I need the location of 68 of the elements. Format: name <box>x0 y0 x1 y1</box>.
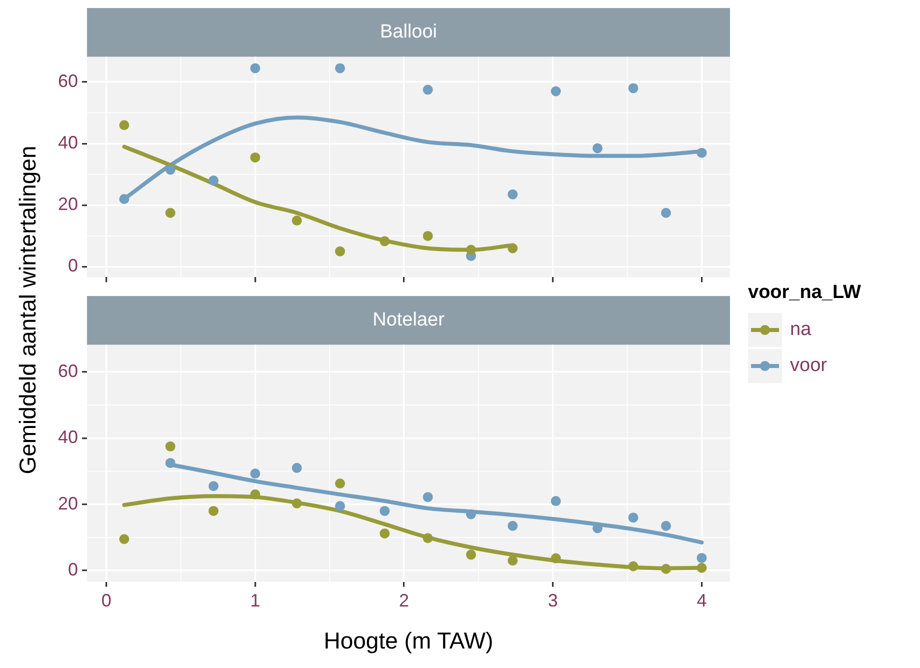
point <box>696 552 707 563</box>
point <box>422 230 433 241</box>
point <box>335 478 346 488</box>
point <box>119 194 130 204</box>
point <box>335 501 346 511</box>
point <box>508 189 518 200</box>
legend-label: voor <box>790 355 827 377</box>
point <box>335 246 346 256</box>
point <box>380 506 390 516</box>
point <box>119 534 130 544</box>
legend-label: na <box>790 319 812 341</box>
point <box>380 236 390 246</box>
point <box>165 164 176 175</box>
x-tick-label: 2 <box>399 590 410 611</box>
x-tick-label: 3 <box>548 590 558 611</box>
legend-title: voor_na_LW <box>748 282 861 304</box>
x-tick-label: 1 <box>250 590 260 611</box>
point <box>422 492 433 502</box>
point <box>208 481 219 492</box>
point <box>592 143 603 154</box>
point <box>422 84 433 95</box>
point <box>466 244 476 255</box>
point <box>550 86 561 96</box>
point <box>250 489 260 500</box>
point <box>628 512 638 523</box>
point <box>628 561 638 572</box>
x-axis-title: Hoogte (m TAW) <box>324 628 494 654</box>
point <box>660 208 671 218</box>
point <box>508 556 518 566</box>
point <box>119 120 130 130</box>
point <box>250 63 260 74</box>
point <box>165 458 176 468</box>
point <box>208 506 219 516</box>
point <box>422 533 433 544</box>
point <box>550 496 561 506</box>
point <box>628 83 638 94</box>
y-tick-label: 20 <box>58 493 78 514</box>
point <box>292 462 302 473</box>
y-tick-label: 40 <box>58 427 78 448</box>
x-tick-label: 0 <box>101 590 112 611</box>
point <box>660 520 671 531</box>
point <box>250 468 260 479</box>
point <box>696 148 707 158</box>
y-tick-label: 20 <box>58 194 78 214</box>
chart-title: Notelaer <box>372 310 446 331</box>
point <box>696 562 707 573</box>
point <box>208 176 219 186</box>
point <box>508 520 518 531</box>
point <box>508 243 518 254</box>
point <box>335 63 346 74</box>
point <box>165 441 176 452</box>
point <box>292 498 302 508</box>
point <box>466 550 476 560</box>
point <box>292 216 302 226</box>
chart-title: Ballooi <box>380 22 438 43</box>
y-tick-label: 40 <box>58 132 78 153</box>
point <box>466 509 476 520</box>
y-tick-label: 0 <box>68 256 78 276</box>
y-tick-label: 60 <box>58 360 78 381</box>
x-tick-label: 4 <box>696 590 707 611</box>
y-tick-label: 60 <box>58 71 78 92</box>
point <box>380 528 390 538</box>
point <box>550 553 561 564</box>
point <box>165 208 176 218</box>
y-tick-label: 0 <box>68 560 78 580</box>
y-axis-title: Gemiddeld aantal wintertalingen <box>14 146 42 474</box>
point <box>660 564 671 574</box>
point <box>250 152 260 162</box>
